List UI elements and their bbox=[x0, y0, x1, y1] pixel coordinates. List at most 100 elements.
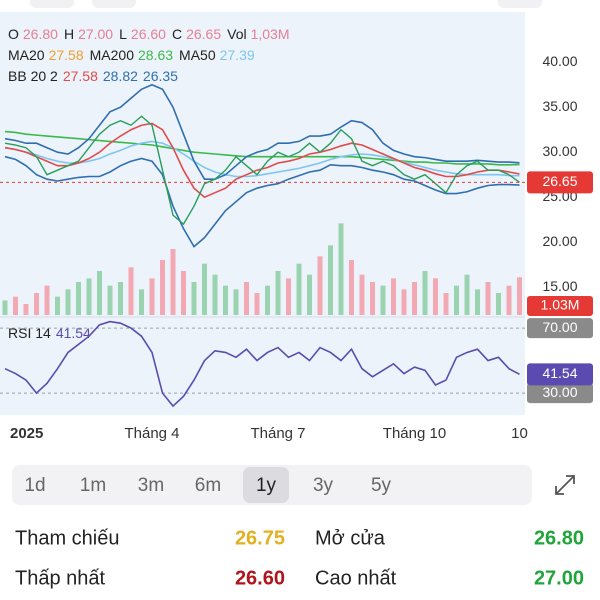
rsi-level-label: 30.00 bbox=[542, 384, 577, 400]
legend-label: O bbox=[8, 26, 19, 42]
rsi-legend-value: 41.54 bbox=[56, 325, 91, 341]
volume-bar bbox=[275, 271, 281, 315]
stat-label: Tham chiếu bbox=[15, 527, 120, 549]
volume-bar bbox=[422, 271, 428, 315]
volume-tag bbox=[527, 296, 593, 316]
volume-bar bbox=[517, 277, 522, 315]
volume-bar bbox=[391, 278, 396, 315]
period-option[interactable]: 3m bbox=[138, 475, 164, 496]
period-option[interactable]: 1d bbox=[24, 475, 45, 496]
x-tick-label: Tháng 7 bbox=[250, 425, 305, 442]
volume-bar bbox=[296, 263, 302, 315]
volume-bar bbox=[34, 293, 39, 315]
volume-bar bbox=[118, 282, 123, 315]
volume-bar bbox=[23, 304, 29, 315]
y-tick-label: 20.00 bbox=[542, 233, 577, 249]
period-option[interactable]: 3y bbox=[313, 475, 334, 496]
legend-value: 27.00 bbox=[78, 26, 113, 42]
rsi-level-tag bbox=[527, 318, 593, 339]
volume-bar bbox=[202, 263, 207, 315]
volume-bar bbox=[349, 260, 354, 315]
chart-area bbox=[0, 12, 525, 415]
legend-label: MA200 bbox=[90, 47, 135, 63]
stat-label: Thấp nhất bbox=[15, 567, 106, 589]
volume-bar bbox=[86, 278, 92, 315]
volume-bar bbox=[454, 285, 459, 315]
last-price-label: 26.65 bbox=[542, 173, 577, 189]
x-tick-label: 2025 bbox=[10, 425, 43, 442]
volume-bar bbox=[65, 289, 71, 315]
y-tick-label: 30.00 bbox=[542, 143, 577, 159]
volume-bar bbox=[191, 282, 197, 315]
legend-label: H bbox=[64, 26, 74, 42]
volume-bar bbox=[244, 282, 249, 315]
legend-value: 28.63 bbox=[138, 47, 173, 63]
legend-label: MA20 bbox=[8, 47, 45, 63]
bb-lower-line bbox=[4, 155, 520, 248]
volume-bar bbox=[338, 223, 344, 315]
volume-bar bbox=[181, 271, 186, 315]
period-selected bbox=[243, 467, 289, 503]
period-option[interactable]: 1y bbox=[256, 475, 277, 496]
legend-label: L bbox=[119, 26, 127, 42]
volume-bar bbox=[55, 296, 60, 315]
stat-value: 26.75 bbox=[235, 527, 285, 549]
legend-value: 26.65 bbox=[186, 26, 221, 42]
legend-value: 26.35 bbox=[143, 68, 178, 84]
volume-bar bbox=[443, 293, 449, 315]
legend-label: C bbox=[172, 26, 182, 42]
volume-bar bbox=[139, 289, 144, 315]
volume-bar bbox=[149, 278, 155, 315]
volume-bar bbox=[328, 245, 333, 315]
bb-upper-line bbox=[4, 83, 520, 180]
rsi-legend: RSI 14 41.54 bbox=[8, 325, 91, 341]
ma-legend: MA20 27.58 MA200 28.63 MA50 27.39 bbox=[8, 47, 255, 63]
volume-bar bbox=[412, 282, 417, 315]
y-tick-label: 35.00 bbox=[542, 98, 577, 114]
volume-bar bbox=[496, 293, 501, 315]
volume-bar bbox=[212, 274, 218, 315]
x-tick-label: 10 bbox=[511, 425, 528, 442]
x-tick-label: Tháng 4 bbox=[124, 425, 179, 442]
legend-label: BB 20 2 bbox=[8, 68, 58, 84]
ma50-line bbox=[4, 140, 520, 178]
volume-bar bbox=[265, 285, 270, 315]
toolbar-button[interactable] bbox=[498, 0, 542, 8]
volume-bar bbox=[433, 278, 438, 315]
stat-value: 26.60 bbox=[235, 567, 285, 589]
rsi-level-tag bbox=[527, 383, 593, 404]
legend-value: 26.60 bbox=[131, 26, 166, 42]
expand-icon[interactable] bbox=[555, 475, 575, 495]
volume-bar bbox=[286, 278, 291, 315]
volume-bar bbox=[160, 260, 165, 315]
period-option[interactable]: 6m bbox=[195, 475, 221, 496]
stat-value: 26.80 bbox=[534, 527, 584, 549]
volume-bar bbox=[44, 285, 50, 315]
volume-bar bbox=[506, 285, 512, 315]
legend-value: 27.39 bbox=[220, 47, 255, 63]
toolbar-button[interactable] bbox=[92, 0, 136, 8]
volume-bar bbox=[223, 285, 228, 315]
period-option[interactable]: 1m bbox=[80, 475, 106, 496]
volume-label: 1.03M bbox=[541, 297, 580, 313]
legend-value: 1,03M bbox=[251, 26, 290, 42]
rsi-tag-label: 41.54 bbox=[542, 365, 577, 381]
volume-bar bbox=[359, 274, 365, 315]
rsi-legend-label: RSI 14 bbox=[8, 325, 51, 341]
volume-bar bbox=[370, 282, 375, 315]
volume-bar bbox=[380, 285, 386, 315]
legend-value: 26.80 bbox=[23, 26, 58, 42]
stat-label: Cao nhất bbox=[315, 567, 397, 589]
stat-value: 27.00 bbox=[534, 567, 584, 589]
period-option[interactable]: 5y bbox=[371, 475, 392, 496]
y-tick-label: 15.00 bbox=[542, 278, 577, 294]
rsi-level-label: 70.00 bbox=[542, 319, 577, 335]
legend-label: Vol bbox=[227, 26, 246, 42]
legend-value: 27.58 bbox=[63, 68, 98, 84]
rsi-tag bbox=[527, 363, 593, 386]
volume-bar bbox=[317, 256, 323, 315]
last-price-tag bbox=[527, 171, 593, 194]
toolbar-button[interactable] bbox=[30, 0, 74, 8]
volume-bar bbox=[107, 285, 113, 315]
volume-bar bbox=[233, 289, 239, 315]
